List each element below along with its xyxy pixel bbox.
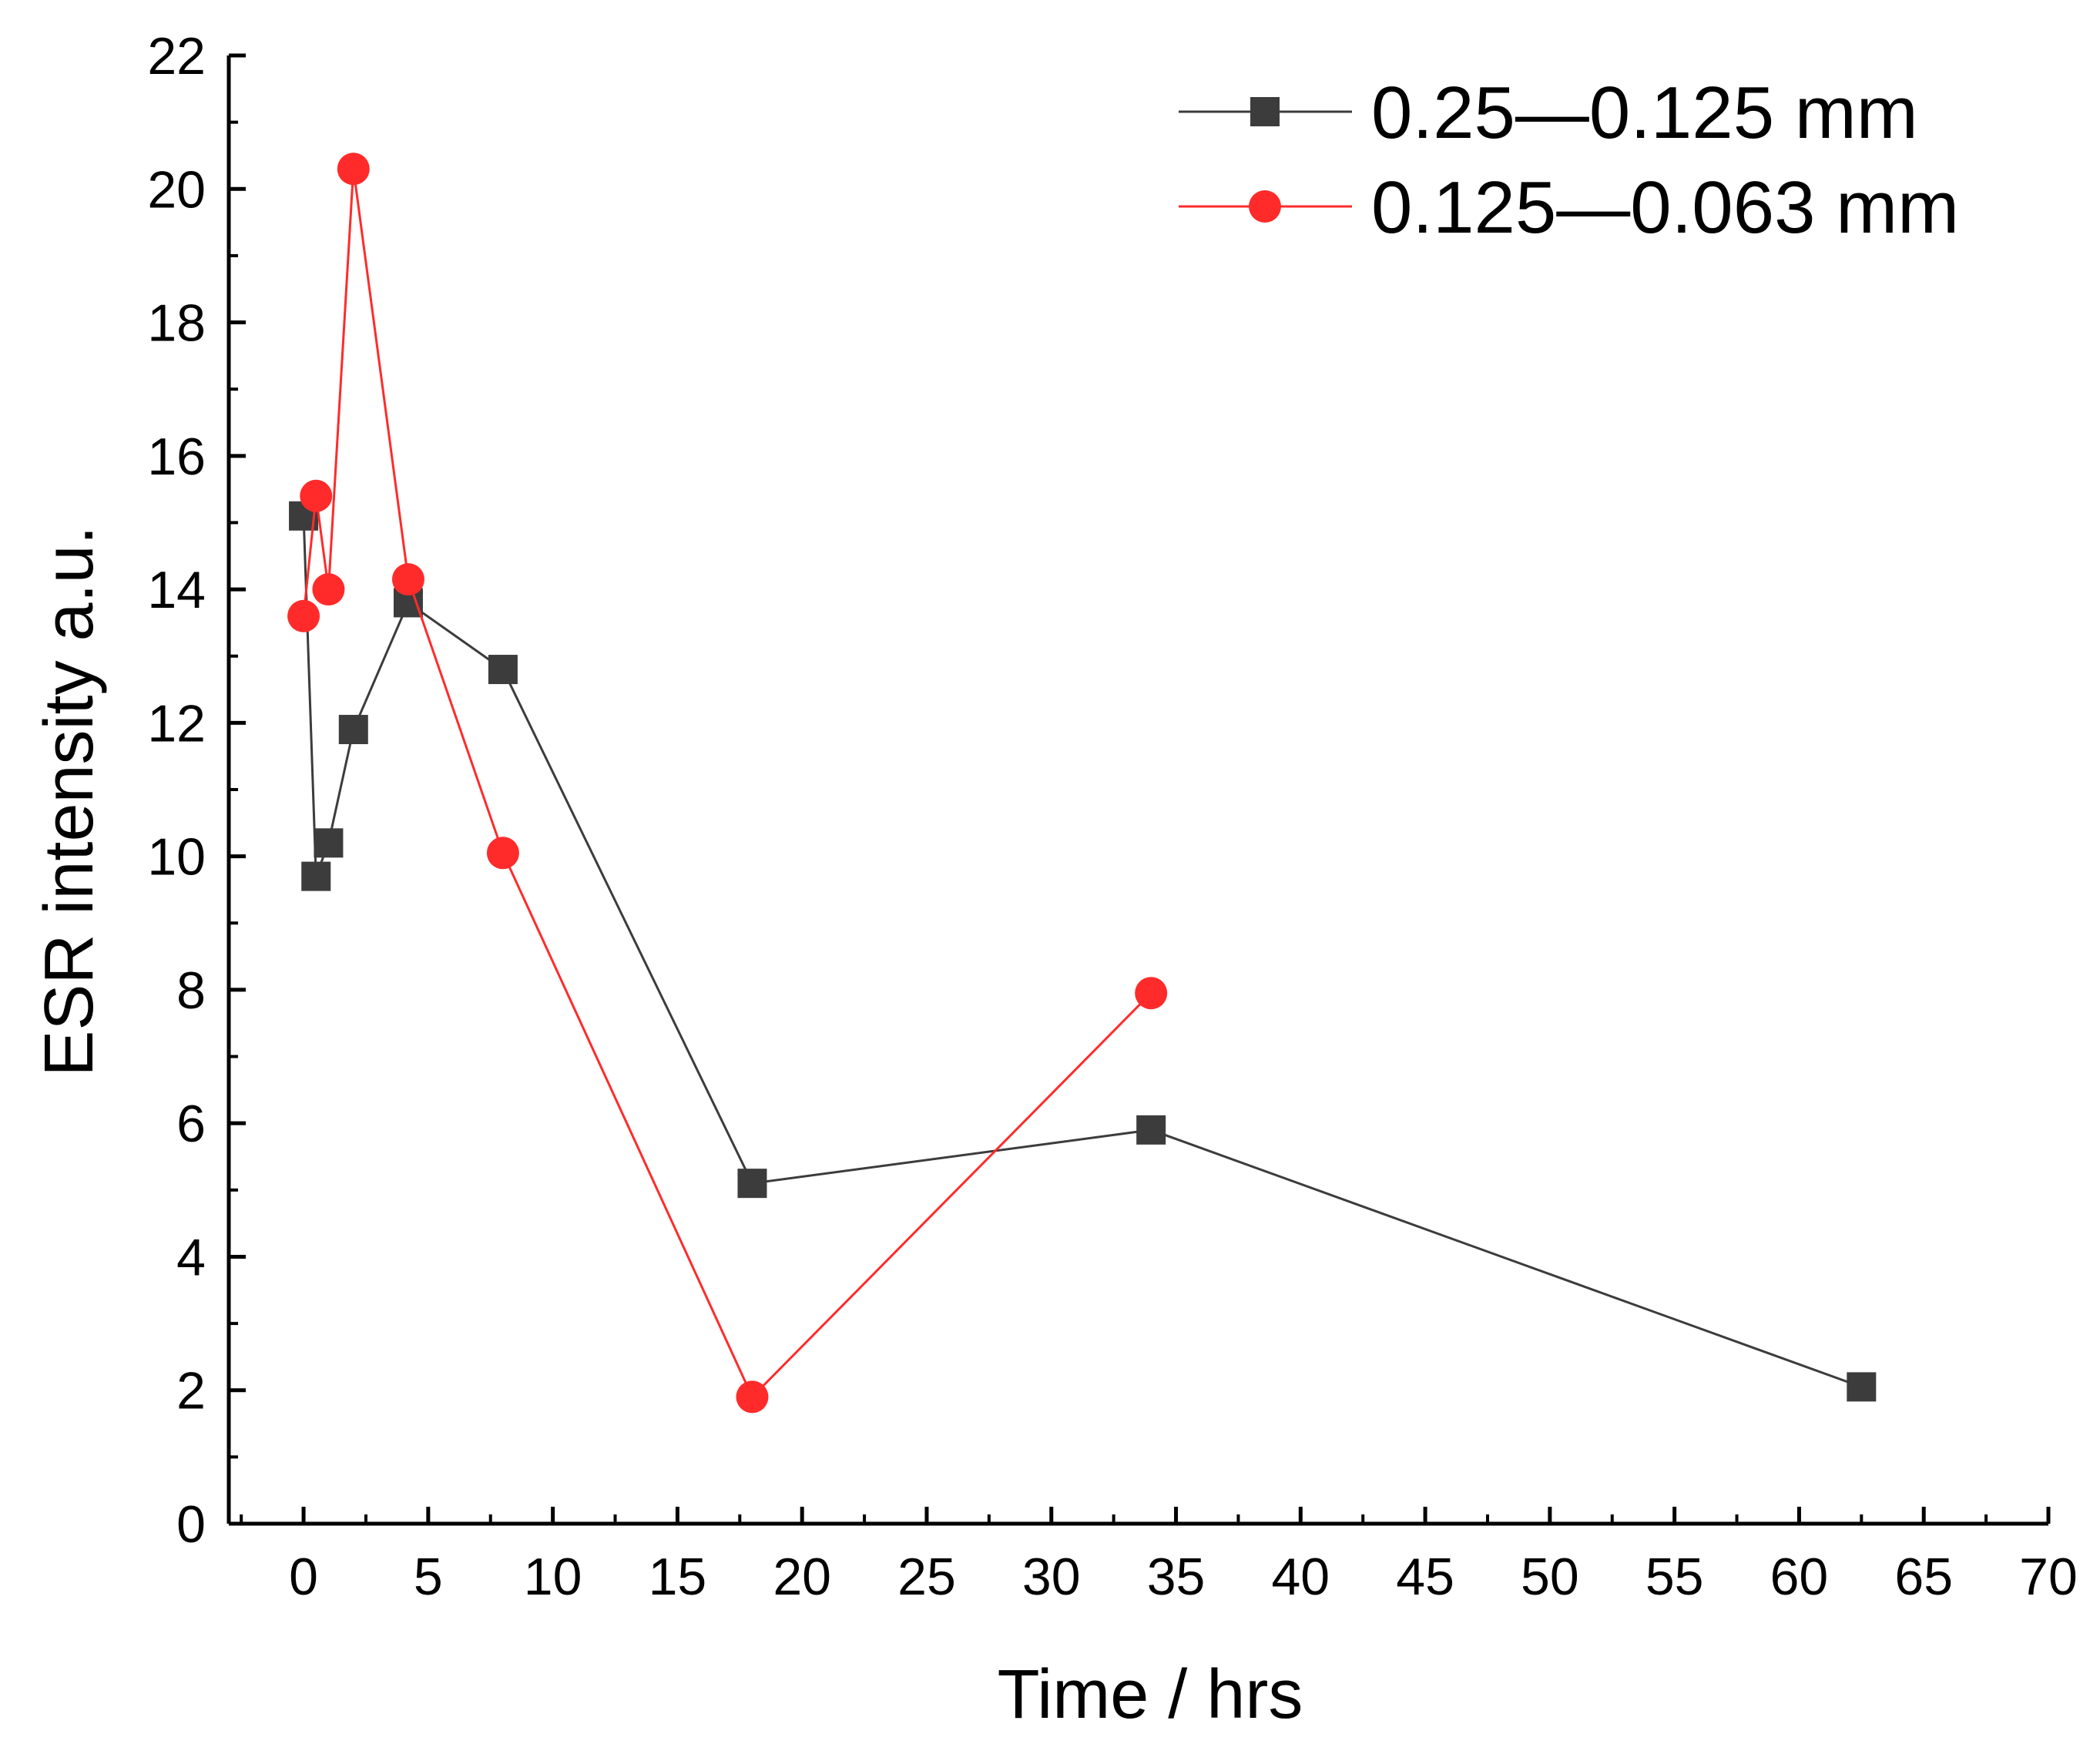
y-tick-label: 22 bbox=[147, 27, 206, 86]
x-tick-label: 50 bbox=[1521, 1548, 1579, 1606]
x-tick-label: 10 bbox=[524, 1548, 582, 1606]
y-tick-label: 16 bbox=[147, 428, 206, 486]
data-point bbox=[1847, 1372, 1877, 1402]
data-point bbox=[314, 828, 344, 858]
x-tick-label: 15 bbox=[649, 1548, 707, 1606]
data-point bbox=[486, 837, 519, 870]
y-axis-title: ESR intensity a.u. bbox=[31, 525, 108, 1076]
y-tick-label: 12 bbox=[147, 694, 206, 753]
axes: 0 2 4 6 8 10 12 14 16 18 20 22 0 5 10 15 20 25 30 35 40 45 50 5… bbox=[147, 27, 2077, 1606]
y-tick-label: 14 bbox=[147, 561, 206, 619]
x-tick-label: 20 bbox=[773, 1548, 831, 1606]
y-tick-label: 0 bbox=[176, 1495, 206, 1554]
legend-label: 0.125—0.063 mm bbox=[1371, 166, 1959, 249]
legend: 0.25—0.125 mm 0.125—0.063 mm bbox=[1179, 72, 1959, 249]
x-tick-label: 55 bbox=[1645, 1548, 1704, 1606]
data-point bbox=[391, 563, 424, 596]
data-point bbox=[736, 1380, 769, 1414]
data-point bbox=[337, 153, 370, 186]
y-tick-label: 4 bbox=[176, 1228, 206, 1286]
x-tick-label: 60 bbox=[1770, 1548, 1829, 1606]
data-point bbox=[338, 715, 368, 745]
x-tick-label: 40 bbox=[1271, 1548, 1330, 1606]
x-tick-label: 70 bbox=[2019, 1548, 2078, 1606]
legend-label: 0.25—0.125 mm bbox=[1371, 72, 1918, 154]
x-tick-label: 5 bbox=[414, 1548, 443, 1606]
x-tick-label: 45 bbox=[1396, 1548, 1454, 1606]
data-point bbox=[312, 573, 345, 606]
data-point bbox=[300, 479, 333, 512]
data-point bbox=[1135, 977, 1168, 1010]
x-tick-label: 65 bbox=[1894, 1548, 1953, 1606]
series-2 bbox=[287, 153, 1168, 1414]
y-tick-label: 10 bbox=[147, 828, 206, 887]
series-1 bbox=[289, 501, 1877, 1402]
x-tick-label: 35 bbox=[1147, 1548, 1206, 1606]
series-layer bbox=[287, 153, 1877, 1414]
legend-item-2: 0.125—0.063 mm bbox=[1179, 166, 1959, 249]
data-point bbox=[737, 1169, 767, 1199]
data-point bbox=[287, 599, 320, 632]
x-tick-label: 30 bbox=[1022, 1548, 1081, 1606]
series-line bbox=[302, 515, 1862, 1388]
y-tick-label: 20 bbox=[147, 160, 206, 219]
legend-marker bbox=[1249, 190, 1281, 223]
y-tick-label: 8 bbox=[176, 961, 206, 1020]
x-tick-label: 0 bbox=[289, 1548, 318, 1606]
x-axis-title: Time / hrs bbox=[998, 1656, 1303, 1733]
x-tick-label: 25 bbox=[897, 1548, 956, 1606]
y-tick-label: 2 bbox=[176, 1362, 206, 1420]
y-tick-label: 6 bbox=[176, 1095, 206, 1153]
data-point bbox=[1136, 1115, 1166, 1145]
data-point bbox=[488, 655, 518, 685]
data-point bbox=[301, 861, 331, 891]
series-line bbox=[302, 169, 1152, 1399]
legend-marker bbox=[1250, 97, 1280, 126]
y-tick-label: 18 bbox=[147, 294, 206, 353]
legend-item-1: 0.25—0.125 mm bbox=[1179, 72, 1918, 154]
